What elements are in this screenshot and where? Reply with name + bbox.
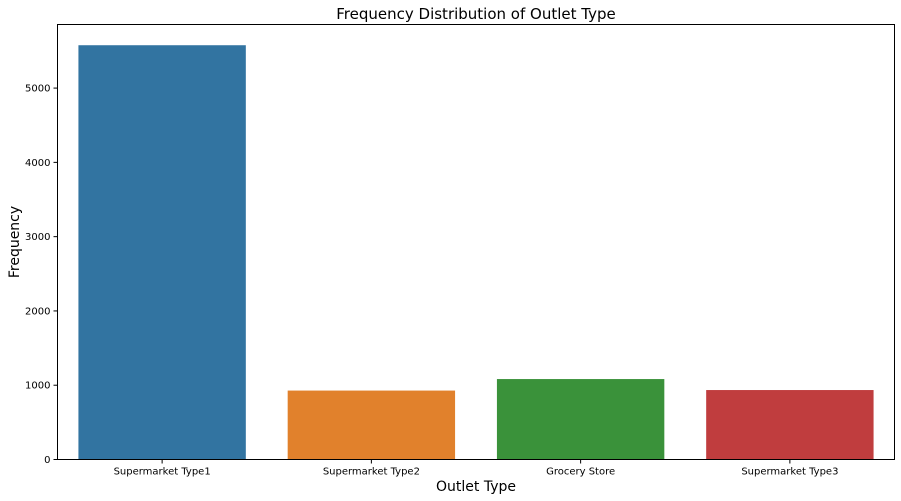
y-tick-label: 2000: [25, 306, 50, 317]
y-tick-label: 1000: [25, 381, 50, 392]
x-axis-label: Outlet Type: [436, 479, 516, 495]
bar-supermarket-type3: [706, 390, 874, 460]
x-tick-label: Supermarket Type3: [741, 467, 838, 478]
bar-supermarket-type2: [287, 390, 456, 460]
bars-group: [78, 45, 874, 460]
y-tick-label: 5000: [25, 84, 50, 95]
y-tick-label: 0: [44, 455, 50, 466]
y-axis-ticks: 0 1000 2000 3000 4000 5000: [25, 84, 58, 466]
bar-supermarket-type1: [78, 45, 246, 460]
bar-grocery-store: [496, 379, 665, 460]
y-axis-label: Frequency: [7, 206, 23, 278]
chart-title: Frequency Distribution of Outlet Type: [336, 5, 615, 23]
plot-frame: [57, 24, 895, 460]
x-tick-label: Grocery Store: [546, 467, 615, 478]
x-tick-label: Supermarket Type1: [114, 467, 211, 478]
y-tick-label: 4000: [25, 158, 50, 169]
x-tick-label: Supermarket Type2: [323, 467, 420, 478]
y-tick-label: 3000: [25, 232, 50, 243]
x-axis-ticks: Supermarket Type1 Supermarket Type2 Grocer…: [114, 459, 838, 478]
